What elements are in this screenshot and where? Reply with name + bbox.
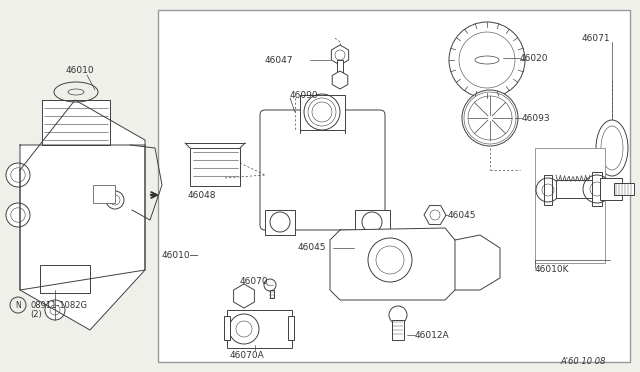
Bar — [614, 183, 634, 195]
Text: 08911-1082G: 08911-1082G — [30, 301, 87, 310]
Bar — [224, 316, 230, 340]
Ellipse shape — [596, 120, 628, 176]
Text: A'60 10 08: A'60 10 08 — [560, 357, 605, 366]
Bar — [288, 316, 294, 340]
Bar — [227, 310, 292, 348]
Text: 46070: 46070 — [240, 278, 269, 286]
Bar — [265, 210, 295, 235]
Text: 46010—: 46010— — [162, 250, 200, 260]
Bar — [392, 320, 404, 340]
Bar — [190, 148, 240, 186]
Circle shape — [449, 22, 525, 98]
Polygon shape — [42, 100, 110, 145]
Bar — [600, 178, 622, 200]
Circle shape — [45, 300, 65, 320]
Text: 46045: 46045 — [448, 211, 477, 219]
Text: 46010K: 46010K — [535, 266, 570, 275]
Text: 46045: 46045 — [298, 244, 326, 253]
Text: 46070A: 46070A — [230, 350, 265, 359]
Bar — [592, 172, 602, 206]
Text: N: N — [15, 301, 21, 310]
Bar — [544, 175, 552, 205]
Text: 46010: 46010 — [66, 65, 94, 74]
Circle shape — [389, 306, 407, 324]
Text: 46012A: 46012A — [415, 330, 450, 340]
Bar — [270, 290, 274, 298]
Text: 46071: 46071 — [582, 33, 611, 42]
Bar — [556, 180, 594, 198]
Text: (2): (2) — [30, 311, 42, 320]
Circle shape — [6, 163, 30, 187]
Polygon shape — [20, 145, 145, 290]
Polygon shape — [270, 120, 375, 220]
Bar — [93, 185, 115, 203]
Text: 46020: 46020 — [520, 54, 548, 62]
Polygon shape — [330, 228, 455, 300]
Bar — [535, 148, 605, 263]
Polygon shape — [20, 100, 145, 330]
Bar — [300, 95, 345, 130]
Bar — [40, 265, 90, 293]
Circle shape — [462, 90, 518, 146]
Text: 46090: 46090 — [290, 90, 319, 99]
Text: 46047: 46047 — [265, 55, 294, 64]
Bar — [355, 210, 390, 235]
Text: 46048: 46048 — [188, 190, 216, 199]
FancyBboxPatch shape — [260, 110, 385, 230]
Circle shape — [264, 279, 276, 291]
Circle shape — [106, 191, 124, 209]
Circle shape — [6, 203, 30, 227]
Text: 46093: 46093 — [522, 113, 550, 122]
Bar — [337, 60, 343, 74]
Bar — [158, 10, 630, 362]
